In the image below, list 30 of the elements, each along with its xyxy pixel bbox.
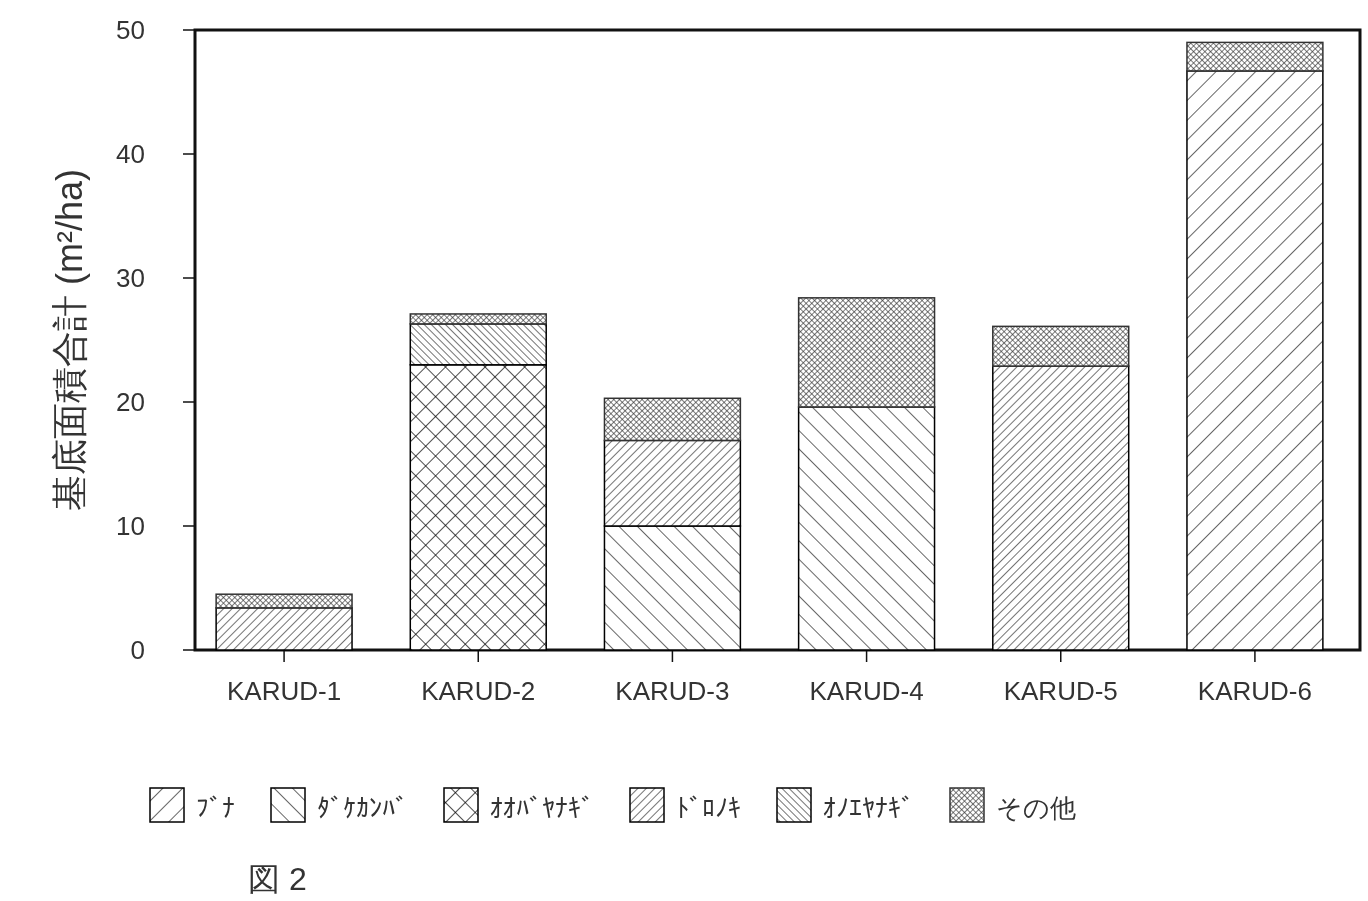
- bar: [603, 397, 742, 442]
- y-tick-label: 50: [116, 15, 145, 45]
- legend-label: ﾌﾞﾅ: [196, 793, 235, 823]
- legend-label: ﾄﾞﾛﾉｷ: [676, 793, 741, 823]
- bar: [215, 593, 353, 609]
- x-tick-label: KARUD-6: [1197, 676, 1312, 706]
- caption: 図 2: [248, 861, 307, 897]
- bar: [992, 365, 1130, 651]
- y-axis-title: 基底面積合計 (m²/ha): [49, 169, 90, 511]
- x-tick-label: KARUD-5: [1003, 676, 1118, 706]
- x-tick-label: KARUD-2: [421, 676, 536, 706]
- bar: [1186, 41, 1324, 72]
- x-tick-label: KARUD-3: [615, 676, 730, 706]
- y-tick-label: 20: [116, 387, 145, 417]
- legend-label: その他: [996, 793, 1076, 823]
- y-tick-label: 0: [130, 635, 145, 665]
- x-tick-label: KARUD-4: [809, 676, 924, 706]
- legend-label: ﾀﾞｹｶﾝﾊﾞ: [317, 793, 408, 823]
- y-tick-label: 30: [116, 263, 145, 293]
- bar: [409, 313, 547, 325]
- bar: [1186, 70, 1324, 651]
- x-tick-label: KARUD-1: [227, 676, 342, 706]
- bar: [797, 406, 936, 651]
- bar: [992, 325, 1130, 367]
- bar: [215, 607, 353, 651]
- legend-label: ｵﾉｴﾔﾅｷﾞ: [823, 793, 914, 823]
- legend-label: ｵｵﾊﾞﾔﾅｷﾞ: [490, 793, 594, 823]
- y-tick-label: 40: [116, 139, 145, 169]
- bar: [797, 297, 936, 408]
- y-tick-label: 10: [116, 511, 145, 541]
